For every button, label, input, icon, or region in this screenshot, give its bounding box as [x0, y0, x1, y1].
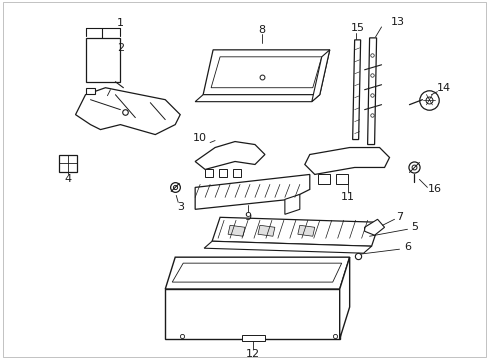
Polygon shape — [367, 38, 376, 144]
Polygon shape — [304, 148, 389, 175]
Polygon shape — [59, 154, 77, 172]
Polygon shape — [75, 88, 180, 135]
Polygon shape — [317, 175, 329, 184]
Text: 12: 12 — [245, 349, 260, 359]
Text: 5: 5 — [410, 222, 417, 232]
Text: 6: 6 — [403, 242, 410, 252]
Polygon shape — [203, 241, 371, 253]
Text: 3: 3 — [176, 202, 183, 212]
Text: 15: 15 — [350, 23, 364, 33]
Polygon shape — [203, 50, 329, 95]
Polygon shape — [335, 175, 347, 184]
Polygon shape — [219, 170, 226, 177]
Text: 16: 16 — [427, 184, 441, 194]
Text: 1: 1 — [117, 18, 123, 28]
Polygon shape — [85, 88, 95, 94]
Polygon shape — [297, 225, 314, 236]
Polygon shape — [195, 95, 319, 102]
Text: 2: 2 — [117, 43, 123, 53]
Polygon shape — [195, 141, 264, 170]
Polygon shape — [165, 289, 339, 339]
Polygon shape — [165, 257, 349, 289]
Text: 14: 14 — [436, 83, 450, 93]
Polygon shape — [242, 335, 264, 341]
Text: 4: 4 — [64, 175, 71, 184]
Polygon shape — [212, 217, 379, 246]
Polygon shape — [211, 57, 321, 88]
Polygon shape — [352, 40, 360, 140]
Polygon shape — [339, 257, 349, 339]
Text: 7: 7 — [395, 212, 402, 222]
Polygon shape — [204, 170, 213, 177]
Polygon shape — [172, 263, 341, 282]
Polygon shape — [285, 194, 299, 214]
Text: 10: 10 — [193, 132, 207, 143]
Text: 8: 8 — [258, 25, 265, 35]
Polygon shape — [227, 225, 244, 236]
Text: 13: 13 — [390, 17, 404, 27]
Text: 9: 9 — [244, 212, 251, 222]
Polygon shape — [195, 175, 309, 209]
Polygon shape — [85, 38, 120, 82]
Polygon shape — [311, 50, 329, 102]
Polygon shape — [233, 170, 241, 177]
Polygon shape — [364, 219, 384, 235]
Text: 11: 11 — [340, 192, 354, 202]
Polygon shape — [258, 225, 274, 236]
